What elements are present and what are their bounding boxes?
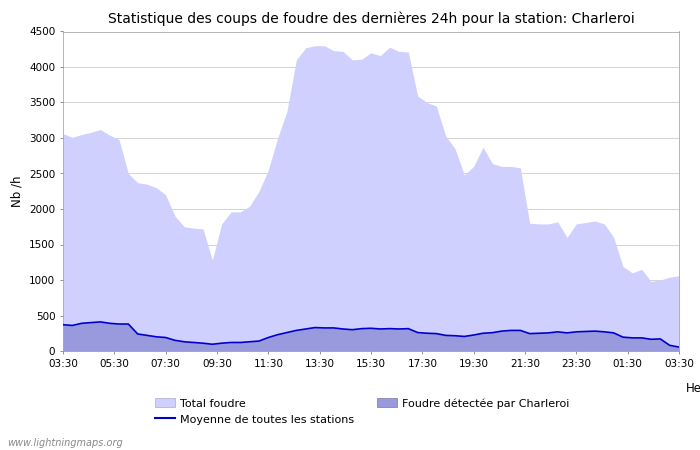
Text: www.lightningmaps.org: www.lightningmaps.org (7, 438, 122, 448)
Y-axis label: Nb /h: Nb /h (10, 176, 24, 207)
Legend: Total foudre, Moyenne de toutes les stations, Foudre détectée par Charleroi: Total foudre, Moyenne de toutes les stat… (155, 398, 570, 425)
Title: Statistique des coups de foudre des dernières 24h pour la station: Charleroi: Statistique des coups de foudre des dern… (108, 12, 634, 26)
Text: Heure: Heure (686, 382, 700, 395)
